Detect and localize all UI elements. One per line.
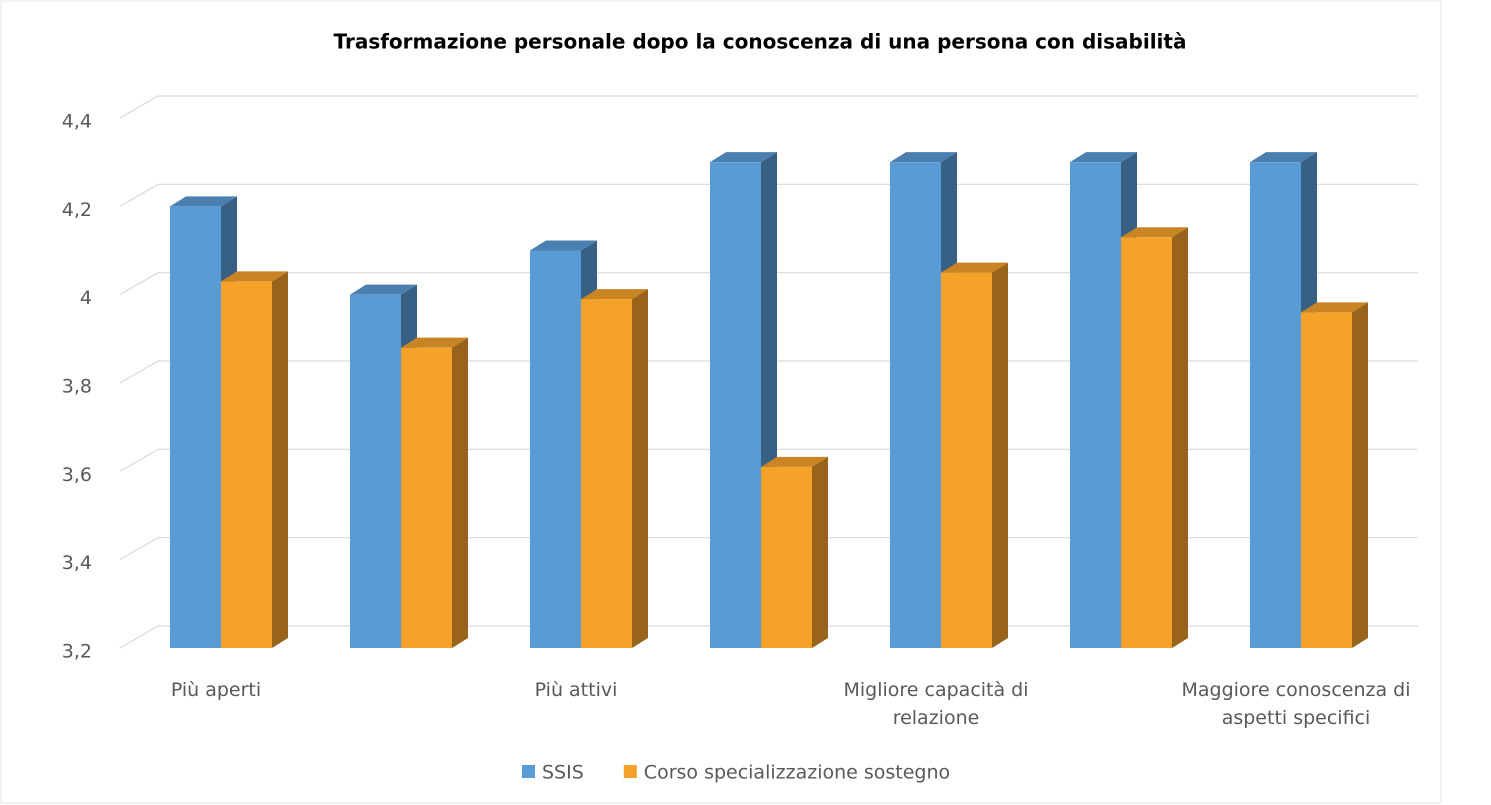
legend-swatch <box>623 765 637 778</box>
bar-side <box>1352 302 1368 648</box>
x-tick-label-line: aspetti specifici <box>1222 707 1371 729</box>
bar-side <box>272 271 288 648</box>
bar-top <box>581 289 648 300</box>
bar-side <box>632 289 648 648</box>
grid-line-depth <box>119 272 159 296</box>
bar-top <box>710 152 777 163</box>
y-tick-label: 4,2 <box>62 199 92 221</box>
chart-border <box>0 0 1442 804</box>
y-tick-label: 4 <box>80 287 92 309</box>
legend-label: SSIS <box>542 762 584 784</box>
y-tick-label: 3,2 <box>62 641 92 663</box>
legend-swatch <box>522 765 535 778</box>
bar-top <box>1121 227 1188 238</box>
bar <box>221 271 288 648</box>
grid-line-depth <box>119 183 159 207</box>
bar-front <box>1121 237 1172 648</box>
bar <box>401 337 468 648</box>
x-tick-label: Più attivi <box>535 679 618 701</box>
x-tick-label-line: relazione <box>893 707 980 729</box>
bar-front <box>941 272 992 648</box>
legend-label: Corso specializzazione sostegno <box>644 762 950 784</box>
x-tick-label: Migliore capacità di relazione <box>843 679 1028 729</box>
y-tick-label: 3,8 <box>62 376 92 398</box>
bar-front <box>1250 162 1301 648</box>
x-tick-label-line: Migliore capacità di <box>843 679 1028 701</box>
bar-top <box>170 196 237 207</box>
grid-line-depth <box>119 625 159 649</box>
bar <box>1301 302 1368 648</box>
bar-front <box>890 162 941 648</box>
bar-front <box>710 162 761 648</box>
bar-front <box>1070 162 1121 648</box>
bar-top <box>1070 152 1137 163</box>
bar <box>761 456 828 648</box>
bar-top <box>1301 302 1368 313</box>
grid-line-depth <box>119 448 159 472</box>
bar <box>941 262 1008 648</box>
bar-side <box>992 262 1008 648</box>
y-tick-label: 3,6 <box>62 464 92 486</box>
bar <box>581 289 648 648</box>
bar-front <box>761 466 812 648</box>
bar-front <box>530 250 581 648</box>
grid-line-depth <box>119 537 159 561</box>
bar-side <box>812 456 828 648</box>
grid-line-depth <box>119 360 159 384</box>
bar-top <box>350 284 417 295</box>
bar-front <box>221 281 272 648</box>
chart-title: Trasformazione personale dopo la conosce… <box>334 30 1187 54</box>
bar-top <box>761 456 828 467</box>
bar-top <box>401 337 468 348</box>
x-tick-label-line: Più aperti <box>171 679 261 701</box>
bar-front <box>401 347 452 648</box>
bar-front <box>1301 312 1352 648</box>
bar-top <box>530 240 597 251</box>
x-tick-label-line: Maggiore conoscenza di <box>1182 679 1411 701</box>
x-tick-label: Maggiore conoscenza di aspetti specifici <box>1182 679 1411 729</box>
y-tick-label: 3,4 <box>62 552 92 574</box>
bar-front <box>350 294 401 648</box>
grid-line-depth <box>119 95 159 119</box>
x-tick-label-line: Più attivi <box>535 679 618 701</box>
bar <box>1121 227 1188 648</box>
bar-side <box>452 337 468 648</box>
bar-front <box>581 299 632 648</box>
bar-top <box>941 262 1008 273</box>
bar-top <box>221 271 288 282</box>
bar-front <box>170 206 221 649</box>
y-tick-label: 4,4 <box>62 111 92 133</box>
bar-top <box>1250 152 1317 163</box>
bar-side <box>1172 227 1188 648</box>
bar-top <box>890 152 957 163</box>
x-tick-label: Più aperti <box>171 679 261 701</box>
